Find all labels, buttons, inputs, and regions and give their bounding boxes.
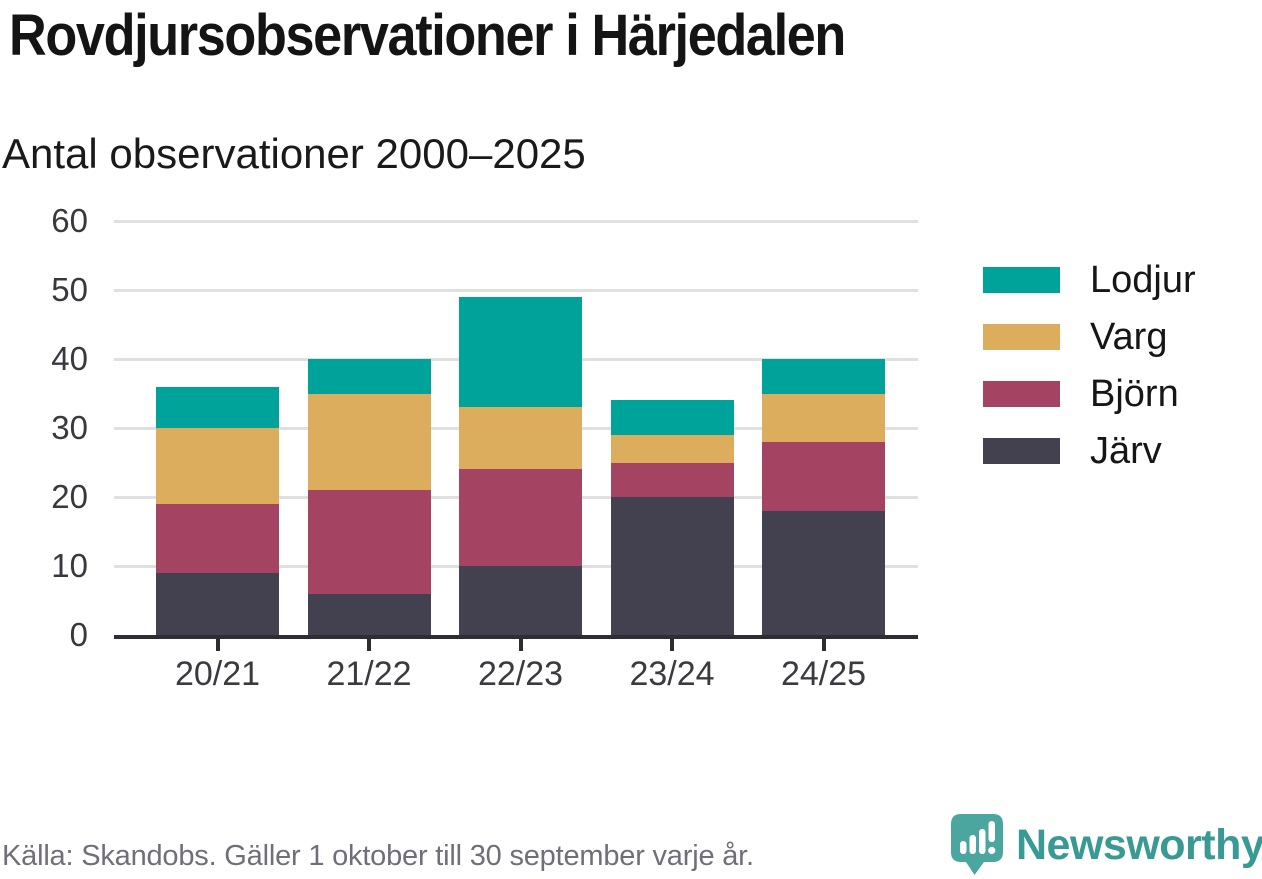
bar-segment-lodjur-21-22 <box>307 359 431 394</box>
x-tick-label: 21/22 <box>326 655 412 693</box>
bar-segment-varg-20-21 <box>156 428 279 504</box>
y-tick-label: 30 <box>51 409 88 446</box>
y-axis: 0 10 20 30 40 50 60 <box>0 202 88 653</box>
x-tick-label: 20/21 <box>174 655 261 693</box>
legend-swatch-varg <box>983 324 1060 350</box>
source-note: Källa: Skandobs. Gäller 1 oktober till 3… <box>2 840 754 872</box>
y-tick-label: 50 <box>51 271 88 308</box>
y-tick-label: 20 <box>51 478 88 515</box>
x-tick-mark <box>215 639 220 651</box>
bar-segment-lodjur-22-23 <box>459 296 582 408</box>
bar-segment-björn-23-24 <box>610 462 734 497</box>
bar-segment-björn-24-25 <box>762 441 885 511</box>
bar-segment-varg-24-25 <box>762 393 885 442</box>
bar-segment-järv-23-24 <box>610 497 734 635</box>
bar-segment-järv-24-25 <box>762 510 885 635</box>
x-tick-mark <box>518 639 523 651</box>
newsworthy-wordmark: Newsworthy <box>1016 820 1262 869</box>
plot-area <box>114 219 918 639</box>
legend-item-varg: Varg <box>983 315 1196 359</box>
legend-label-järv: Järv <box>1090 429 1162 472</box>
bar-segment-björn-20-21 <box>156 503 279 573</box>
legend-swatch-järv <box>983 438 1060 464</box>
bar-segment-lodjur-20-21 <box>156 386 279 428</box>
legend: Lodjur Varg Björn Järv <box>983 258 1196 486</box>
bar-segment-järv-21-22 <box>307 593 431 635</box>
page-title: Rovdjursobservationer i Härjedalen <box>9 3 846 68</box>
legend-label-varg: Varg <box>1090 315 1168 358</box>
legend-label-lodjur: Lodjur <box>1090 258 1196 301</box>
newsworthy-logo: Newsworthy <box>951 814 1262 876</box>
legend-label-björn: Björn <box>1090 372 1179 415</box>
bar-segment-järv-20-21 <box>156 572 279 635</box>
x-tick-mark <box>821 639 826 651</box>
bar-segment-varg-21-22 <box>307 393 431 491</box>
gridline <box>114 288 918 292</box>
bar-segment-lodjur-23-24 <box>610 400 734 435</box>
bar-segment-björn-21-22 <box>307 490 431 594</box>
newsworthy-speech-bubble-icon <box>951 814 1003 875</box>
bar-segment-varg-22-23 <box>459 407 582 470</box>
x-tick-mark <box>367 639 371 651</box>
bar-segment-lodjur-24-25 <box>762 359 885 394</box>
y-tick-label: 0 <box>69 616 88 653</box>
x-tick-label: 24/25 <box>780 655 867 693</box>
bar-segment-järv-22-23 <box>459 566 582 635</box>
legend-item-lodjur: Lodjur <box>983 258 1196 302</box>
y-tick-label: 40 <box>51 340 88 377</box>
legend-item-björn: Björn <box>983 372 1196 416</box>
y-tick-label: 60 <box>51 202 88 239</box>
y-tick-label: 10 <box>51 547 88 584</box>
x-tick-label: 23/24 <box>629 655 715 693</box>
x-tick-mark <box>670 639 674 651</box>
legend-swatch-björn <box>983 381 1060 407</box>
bar-segment-varg-23-24 <box>610 434 734 463</box>
gridline <box>114 219 918 223</box>
chart-subtitle: Antal observationer 2000–2025 <box>2 130 586 177</box>
bar-segment-björn-22-23 <box>459 469 582 566</box>
x-tick-label: 22/23 <box>477 655 564 693</box>
legend-swatch-lodjur <box>983 267 1060 293</box>
legend-item-järv: Järv <box>983 429 1196 473</box>
x-axis: 20/21 21/22 22/23 23/24 24/25 <box>114 639 918 711</box>
